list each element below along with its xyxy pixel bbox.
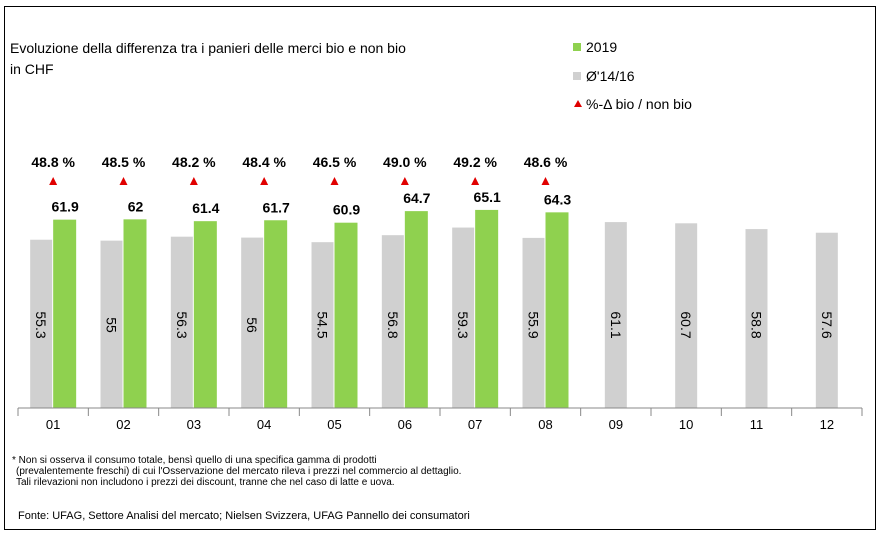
footnote: Tali rilevazioni non includono i prezzi … [16, 477, 395, 488]
bar-value-label: 64.3 [544, 191, 571, 207]
x-tick-label: 04 [257, 417, 271, 432]
bar [193, 221, 217, 408]
marker-label: 48.8 % [31, 154, 75, 170]
bar [545, 212, 569, 408]
bar-value-label: 56 [244, 317, 260, 333]
x-tick-label: 01 [46, 417, 60, 432]
legend-marker [573, 43, 581, 51]
bar [404, 211, 428, 408]
marker [471, 177, 480, 185]
x-tick-label: 12 [820, 417, 834, 432]
bar-value-label: 55.3 [33, 311, 49, 338]
marker-label: 46.5 % [313, 154, 357, 170]
bar [170, 236, 193, 408]
footnote: (prevalentemente freschi) di cui l'Osser… [16, 466, 461, 477]
bar-value-label: 55 [104, 317, 120, 333]
chart-title: in CHF [10, 61, 54, 77]
bar [475, 209, 499, 408]
x-tick-label: 11 [750, 417, 764, 432]
footnote: * Non si osserva il consumo totale, bens… [12, 455, 377, 466]
bar [123, 219, 147, 408]
bar-value-label: 64.7 [403, 190, 430, 206]
bar [334, 222, 358, 408]
source: Fonte: UFAG, Settore Analisi del mercato… [18, 510, 470, 522]
x-tick-label: 08 [538, 417, 552, 432]
x-tick-label: 05 [327, 417, 341, 432]
bar [745, 229, 768, 408]
bar-value-label: 59.3 [455, 311, 471, 338]
marker [49, 177, 58, 185]
legend-marker [573, 72, 581, 80]
marker [400, 177, 409, 185]
bar-value-label: 60.9 [333, 202, 360, 218]
bar [675, 223, 698, 408]
marker-label: 49.2 % [453, 154, 497, 170]
bar [241, 237, 264, 408]
bar-value-label: 61.7 [263, 199, 290, 215]
x-tick-label: 02 [116, 417, 130, 432]
marker [330, 177, 339, 185]
legend-label: %-Δ bio / non bio [586, 96, 692, 112]
bar [30, 239, 53, 408]
x-tick-label: 03 [187, 417, 201, 432]
bar-value-label: 61.4 [192, 200, 219, 216]
bar-value-label: 56.3 [174, 311, 190, 338]
bar [815, 232, 838, 408]
marker-label: 48.6 % [524, 154, 568, 170]
bar [100, 240, 123, 408]
bar [452, 227, 475, 408]
x-tick-label: 09 [609, 417, 623, 432]
x-tick-label: 06 [398, 417, 412, 432]
marker-label: 48.5 % [102, 154, 146, 170]
bar [311, 242, 334, 408]
marker-label: 48.2 % [172, 154, 216, 170]
bar-value-label: 65.1 [474, 189, 501, 205]
legend-label: Ø'14/16 [586, 68, 635, 84]
bar-value-label: 55.9 [526, 311, 542, 338]
x-tick-label: 10 [679, 417, 693, 432]
bar-value-label: 57.6 [819, 311, 835, 338]
x-tick-label: 07 [468, 417, 482, 432]
marker-label: 49.0 % [383, 154, 427, 170]
marker [189, 177, 198, 185]
bar [264, 220, 288, 408]
chart-title: Evoluzione della differenza tra i panier… [10, 40, 406, 56]
bar-value-label: 54.5 [315, 311, 331, 338]
bar-value-label: 60.7 [678, 311, 694, 338]
bar [522, 237, 545, 408]
bar [53, 219, 77, 408]
legend-label: 2019 [586, 39, 617, 55]
bar-value-label: 61.1 [608, 311, 624, 338]
marker [541, 177, 550, 185]
frame [4, 6, 876, 530]
bar-value-label: 56.8 [385, 311, 401, 338]
bar [381, 235, 404, 408]
marker [119, 177, 128, 185]
bar-value-label: 58.8 [749, 311, 765, 338]
marker [260, 177, 269, 185]
marker-label: 48.4 % [242, 154, 286, 170]
legend-marker [574, 100, 582, 107]
bar-value-label: 61.9 [52, 199, 79, 215]
bar [604, 222, 627, 408]
bar-value-label: 62 [128, 198, 144, 214]
